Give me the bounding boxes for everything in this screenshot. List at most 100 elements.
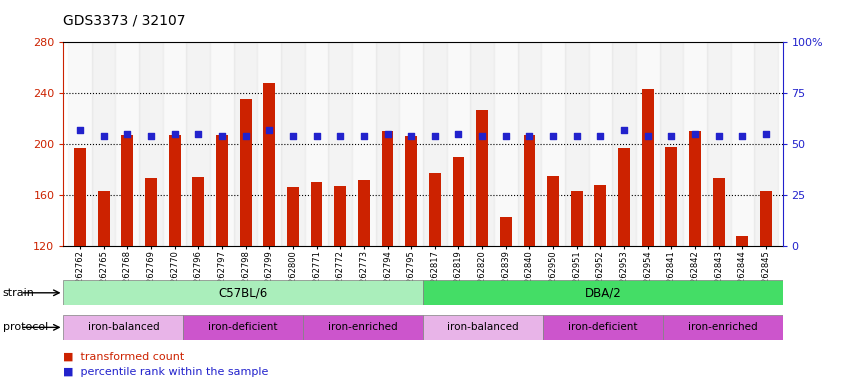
Bar: [310, 182, 322, 246]
Bar: [760, 191, 772, 246]
Bar: [139, 42, 162, 246]
Bar: [565, 42, 589, 246]
Point: [262, 127, 276, 133]
Bar: [63, 280, 423, 305]
Bar: [662, 315, 783, 340]
Point: [239, 133, 252, 139]
Point: [759, 131, 772, 137]
Point: [381, 131, 394, 137]
Text: iron-balanced: iron-balanced: [88, 322, 159, 333]
Bar: [281, 42, 305, 246]
Bar: [92, 42, 116, 246]
Point: [215, 133, 228, 139]
Bar: [334, 186, 346, 246]
Bar: [494, 42, 518, 246]
Bar: [233, 42, 257, 246]
Bar: [666, 147, 678, 246]
Bar: [257, 42, 281, 246]
Text: iron-enriched: iron-enriched: [688, 322, 757, 333]
Point: [547, 133, 560, 139]
Bar: [328, 42, 352, 246]
Point: [428, 133, 442, 139]
Point: [475, 133, 489, 139]
Bar: [423, 42, 447, 246]
Bar: [376, 42, 399, 246]
Text: protocol: protocol: [3, 322, 47, 333]
Point: [120, 131, 134, 137]
Bar: [162, 42, 186, 246]
Bar: [352, 42, 376, 246]
Point: [452, 131, 465, 137]
Bar: [689, 131, 701, 246]
Bar: [145, 178, 157, 246]
Point: [357, 133, 371, 139]
Bar: [74, 148, 86, 246]
Bar: [98, 191, 110, 246]
Bar: [305, 42, 328, 246]
Bar: [500, 217, 512, 246]
Text: DBA/2: DBA/2: [585, 286, 621, 299]
Bar: [595, 185, 607, 246]
Point: [712, 133, 726, 139]
Point: [570, 133, 584, 139]
Bar: [571, 191, 583, 246]
Bar: [263, 83, 275, 246]
Bar: [541, 42, 565, 246]
Bar: [660, 42, 684, 246]
Bar: [63, 315, 184, 340]
Bar: [429, 173, 441, 246]
Bar: [642, 89, 654, 246]
Bar: [476, 110, 488, 246]
Point: [735, 133, 749, 139]
Bar: [405, 136, 417, 246]
Text: iron-enriched: iron-enriched: [328, 322, 398, 333]
Bar: [453, 157, 464, 246]
Text: ■  percentile rank within the sample: ■ percentile rank within the sample: [63, 367, 269, 377]
Bar: [547, 176, 559, 246]
Point: [191, 131, 205, 137]
Point: [523, 133, 536, 139]
Bar: [618, 148, 630, 246]
Bar: [636, 42, 660, 246]
Bar: [518, 42, 541, 246]
Text: iron-deficient: iron-deficient: [208, 322, 278, 333]
Bar: [713, 178, 724, 246]
Bar: [399, 42, 423, 246]
Bar: [382, 131, 393, 246]
Point: [168, 131, 181, 137]
Bar: [470, 42, 494, 246]
Bar: [358, 180, 370, 246]
Point: [286, 133, 299, 139]
Text: ■  transformed count: ■ transformed count: [63, 351, 184, 361]
Bar: [116, 42, 139, 246]
Point: [310, 133, 323, 139]
Bar: [423, 280, 783, 305]
Point: [594, 133, 607, 139]
Point: [404, 133, 418, 139]
Point: [144, 133, 157, 139]
Bar: [122, 135, 133, 246]
Bar: [754, 42, 777, 246]
Bar: [524, 135, 536, 246]
Bar: [303, 315, 423, 340]
Text: GDS3373 / 32107: GDS3373 / 32107: [63, 13, 186, 27]
Bar: [69, 42, 92, 246]
Bar: [543, 315, 662, 340]
Text: C57BL/6: C57BL/6: [218, 286, 268, 299]
Bar: [186, 42, 210, 246]
Bar: [210, 42, 233, 246]
Bar: [613, 42, 636, 246]
Point: [499, 133, 513, 139]
Point: [665, 133, 678, 139]
Bar: [168, 135, 180, 246]
Bar: [192, 177, 204, 246]
Bar: [239, 99, 251, 246]
Bar: [736, 235, 748, 246]
Text: iron-balanced: iron-balanced: [448, 322, 519, 333]
Text: iron-deficient: iron-deficient: [568, 322, 638, 333]
Point: [74, 127, 87, 133]
Bar: [423, 315, 543, 340]
Bar: [707, 42, 730, 246]
Point: [97, 133, 111, 139]
Point: [641, 133, 655, 139]
